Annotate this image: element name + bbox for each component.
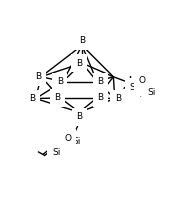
Text: B: B xyxy=(115,94,121,103)
Text: Si: Si xyxy=(130,83,138,92)
Text: Si: Si xyxy=(73,137,81,146)
Text: B: B xyxy=(30,94,36,103)
Text: O: O xyxy=(65,134,72,143)
Text: B: B xyxy=(54,93,60,102)
Text: Si: Si xyxy=(52,148,60,157)
Text: B: B xyxy=(76,59,82,68)
Text: B: B xyxy=(79,36,85,45)
Text: B: B xyxy=(97,77,103,86)
Text: O: O xyxy=(139,76,146,85)
Text: B: B xyxy=(35,72,41,81)
Text: B: B xyxy=(57,77,63,86)
Text: Si: Si xyxy=(147,88,156,97)
Text: B: B xyxy=(76,112,82,121)
Text: B: B xyxy=(97,93,103,102)
